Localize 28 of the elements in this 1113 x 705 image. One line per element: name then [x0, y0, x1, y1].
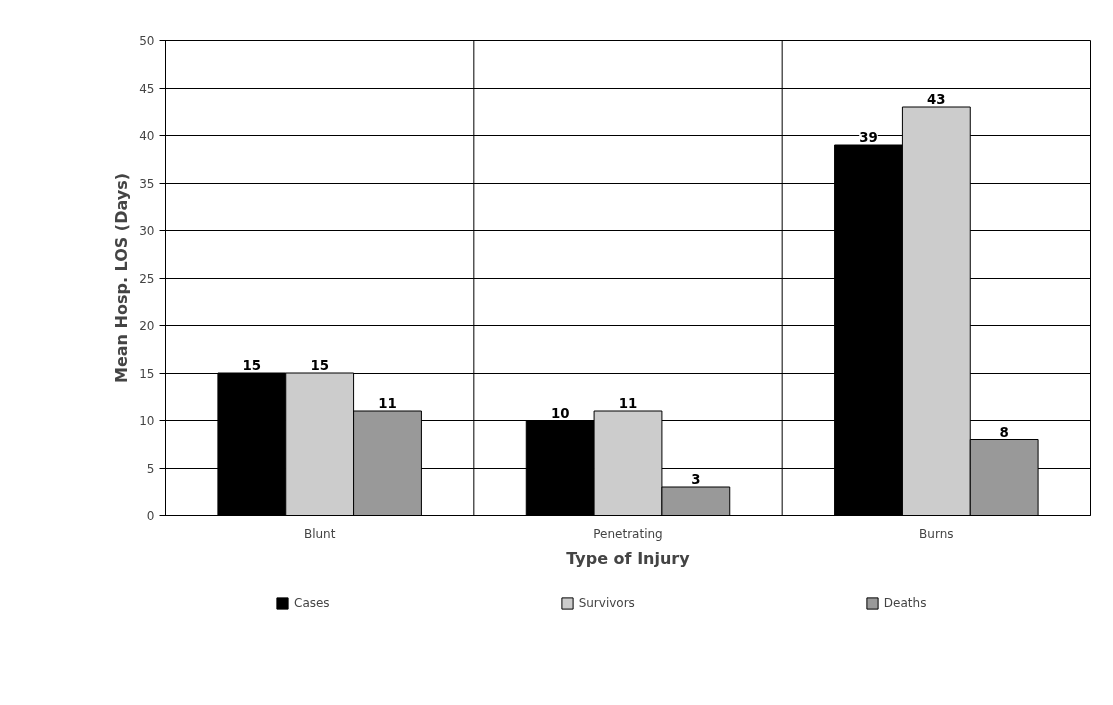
y-tick-label: 20 [139, 319, 155, 333]
data-label: 8 [999, 424, 1009, 440]
data-label: 15 [310, 358, 329, 373]
x-tick-label: Penetrating [593, 526, 663, 541]
data-label: 11 [378, 396, 397, 411]
y-tick-label: 15 [139, 366, 155, 381]
x-axis-title: Type of Injury [566, 548, 691, 568]
legend-label: Cases [294, 596, 330, 610]
y-tick-label: 0 [146, 509, 155, 523]
y-tick-label: 50 [139, 34, 155, 48]
legend-label: Deaths [883, 596, 927, 610]
y-tick-label: 30 [139, 224, 155, 238]
legend-label: Survivors [578, 596, 635, 610]
data-label: 11 [618, 396, 638, 411]
data-label: 3 [691, 472, 701, 487]
x-tick-label: Blunt [303, 526, 336, 541]
x-tick-label: Burns [919, 526, 954, 541]
data-label: 39 [859, 130, 878, 145]
y-axis-title: Mean Hosp. LOS (Days) [112, 172, 132, 384]
y-tick-label: 10 [139, 414, 155, 428]
y-tick-label: 5 [146, 461, 155, 476]
data-label: 15 [242, 358, 262, 373]
data-label: 43 [927, 92, 946, 107]
data-label: 10 [550, 405, 570, 421]
y-tick-label: 40 [139, 129, 155, 143]
y-tick-label: 35 [139, 176, 155, 191]
y-tick-label: 45 [139, 81, 155, 96]
y-tick-label: 25 [139, 271, 155, 286]
